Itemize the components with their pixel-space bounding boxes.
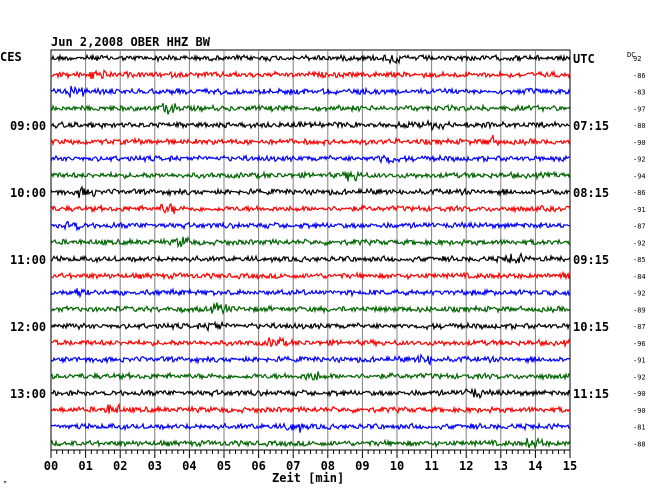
seismic-trace: [50, 203, 571, 215]
dc-value: -87: [633, 323, 646, 331]
x-tick-label: 06: [251, 459, 265, 473]
dc-value: -96: [633, 340, 646, 348]
dc-value: -91: [633, 206, 646, 214]
dc-label: DC: [627, 51, 635, 59]
seismic-trace: [50, 287, 571, 299]
x-tick-label: 13: [494, 459, 508, 473]
dc-value: -91: [633, 357, 646, 365]
right-hour-label: 07:15: [573, 119, 609, 133]
left-hour-label: 13:00: [10, 387, 46, 401]
dc-value: -89: [633, 306, 646, 314]
seismic-trace: [50, 85, 571, 98]
seismic-trace: [50, 387, 571, 400]
x-tick-label: 05: [217, 459, 231, 473]
seismic-trace: [50, 53, 571, 65]
dc-value: -92: [633, 239, 646, 247]
dc-value: -92: [633, 290, 646, 298]
dc-value: -94: [633, 172, 646, 180]
right-hour-label: 09:15: [573, 253, 609, 267]
seismic-trace: [50, 370, 571, 382]
seismic-trace: [50, 153, 571, 165]
x-tick-label: 15: [563, 459, 577, 473]
x-tick-label: 07: [286, 459, 300, 473]
seismic-trace: [50, 68, 571, 80]
left-hour-label: 12:00: [10, 320, 46, 334]
x-tick-label: 08: [321, 459, 335, 473]
grid-layer: [50, 49, 571, 451]
seismic-trace: [50, 436, 571, 450]
x-tick-label: 01: [78, 459, 92, 473]
seismic-trace: [50, 236, 571, 249]
seismic-trace: [50, 421, 571, 433]
seismic-trace: [50, 103, 571, 115]
dc-value: -86: [633, 189, 646, 197]
seismic-trace: [50, 402, 571, 415]
dc-value: -80: [633, 122, 646, 130]
x-tick-label: 12: [459, 459, 473, 473]
seismic-trace: [50, 252, 571, 265]
x-axis: 00 01 02 03 04 05 06 07 08 09 10 11 12 13 14 15: [44, 450, 577, 473]
dc-value: -97: [633, 105, 646, 113]
dc-value: -92: [633, 373, 646, 381]
x-tick-label: 03: [148, 459, 162, 473]
dc-value: -92: [633, 156, 646, 164]
x-tick-label: 00: [44, 459, 58, 473]
right-hour-label: 10:15: [573, 320, 609, 334]
x-tick-label: 11: [424, 459, 438, 473]
x-tick-label: 10: [390, 459, 404, 473]
label-layer: Jun 2,2008 OBER HHZ BW CES DC Zeit [min]…: [0, 35, 646, 488]
dc-value: -85: [633, 256, 646, 264]
left-hour-label: 10:00: [10, 186, 46, 200]
dc-value: -90: [633, 139, 646, 147]
right-hour-label: 08:15: [573, 186, 609, 200]
seismic-trace: [50, 335, 571, 349]
seismic-trace: [50, 170, 571, 182]
dc-value: -90: [633, 407, 646, 415]
dc-value: -87: [633, 223, 646, 231]
x-tick-label: 09: [355, 459, 369, 473]
dc-value: -81: [633, 424, 646, 432]
left-hour-label: 11:00: [10, 253, 46, 267]
x-tick-label: 04: [182, 459, 196, 473]
dc-value: -83: [633, 89, 646, 97]
dc-value: -84: [633, 273, 646, 281]
seismic-trace: [50, 353, 571, 366]
trace-layer: [50, 53, 571, 450]
dc-value: 92: [633, 55, 641, 63]
seismic-trace: [50, 270, 571, 281]
seismic-trace: [50, 134, 571, 147]
x-tick-label: 14: [528, 459, 542, 473]
dc-value: -90: [633, 390, 646, 398]
x-tick-label: 02: [113, 459, 127, 473]
right-hour-label: 11:15: [573, 387, 609, 401]
x-axis-label: Zeit [min]: [272, 471, 344, 485]
seismic-trace: [50, 320, 571, 333]
left-hour-label: 09:00: [10, 119, 46, 133]
dc-value: -88: [633, 440, 646, 448]
left-axis-label: CES: [0, 50, 22, 64]
seismic-trace: [50, 118, 571, 132]
seismic-trace: [50, 302, 571, 316]
chart-title: Jun 2,2008 OBER HHZ BW: [51, 35, 211, 49]
footer-mark: ꟸ: [3, 480, 7, 488]
right-hour-label: UTC: [573, 52, 595, 66]
seismic-trace: [50, 220, 571, 232]
seismic-trace: [50, 185, 571, 199]
dc-value: -86: [633, 72, 646, 80]
